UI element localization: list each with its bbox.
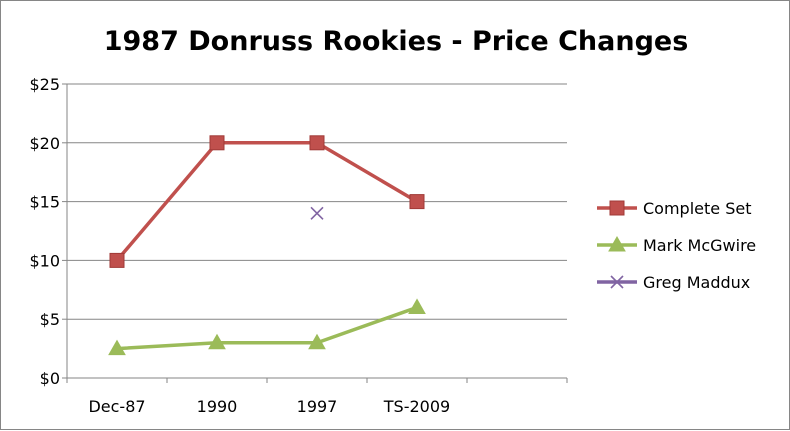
data-point-triangle	[108, 339, 126, 356]
y-tick-label: $0	[40, 369, 60, 388]
legend-label: Mark McGwire	[643, 236, 756, 255]
data-point-square	[309, 135, 325, 151]
data-point-triangle	[208, 333, 226, 350]
x-tick-label: TS-2009	[383, 397, 450, 416]
y-tick-label: $5	[40, 310, 60, 329]
x-marker-stroke	[610, 275, 624, 289]
y-axis-ticks: $0 $5 $10 $15 $20 $25	[29, 75, 67, 388]
series-complete-set	[109, 135, 425, 268]
gridlines	[67, 83, 567, 320]
data-point-square	[109, 252, 125, 268]
series-layer	[108, 135, 426, 356]
axes	[66, 84, 567, 379]
x-tick-label: 1997	[297, 397, 338, 416]
data-point-square	[409, 194, 425, 210]
data-point-x	[610, 275, 624, 289]
data-point-triangle	[608, 235, 626, 252]
data-point-triangle	[308, 333, 326, 350]
y-tick-label: $10	[29, 251, 60, 270]
chart-title: 1987 Donruss Rookies - Price Changes	[104, 26, 689, 57]
data-point-triangle	[408, 298, 426, 314]
x-tick-label: 1990	[197, 397, 238, 416]
legend-item: Greg Maddux	[597, 273, 750, 292]
legend-label: Complete Set	[643, 199, 751, 218]
data-point-square	[609, 200, 625, 216]
series-greg-maddux	[310, 206, 324, 220]
legend-item: Mark McGwire	[597, 235, 756, 255]
data-point-square	[209, 135, 225, 151]
x-axis-ticks: Dec-87 1990 1997 TS-2009	[66, 378, 568, 416]
y-tick-label: $20	[29, 134, 60, 153]
series-mark-mcgwire	[108, 298, 426, 356]
y-tick-label: $25	[29, 75, 60, 94]
legend-label: Greg Maddux	[643, 273, 750, 292]
series-line	[115, 141, 418, 262]
data-point-x	[310, 206, 324, 220]
series-line	[116, 305, 418, 351]
legend: Complete Set Mark McGwire Greg Maddux	[597, 199, 756, 292]
legend-item: Complete Set	[597, 199, 751, 218]
y-tick-label: $15	[29, 193, 60, 212]
x-tick-label: Dec-87	[88, 397, 145, 416]
x-marker-stroke	[310, 206, 324, 220]
